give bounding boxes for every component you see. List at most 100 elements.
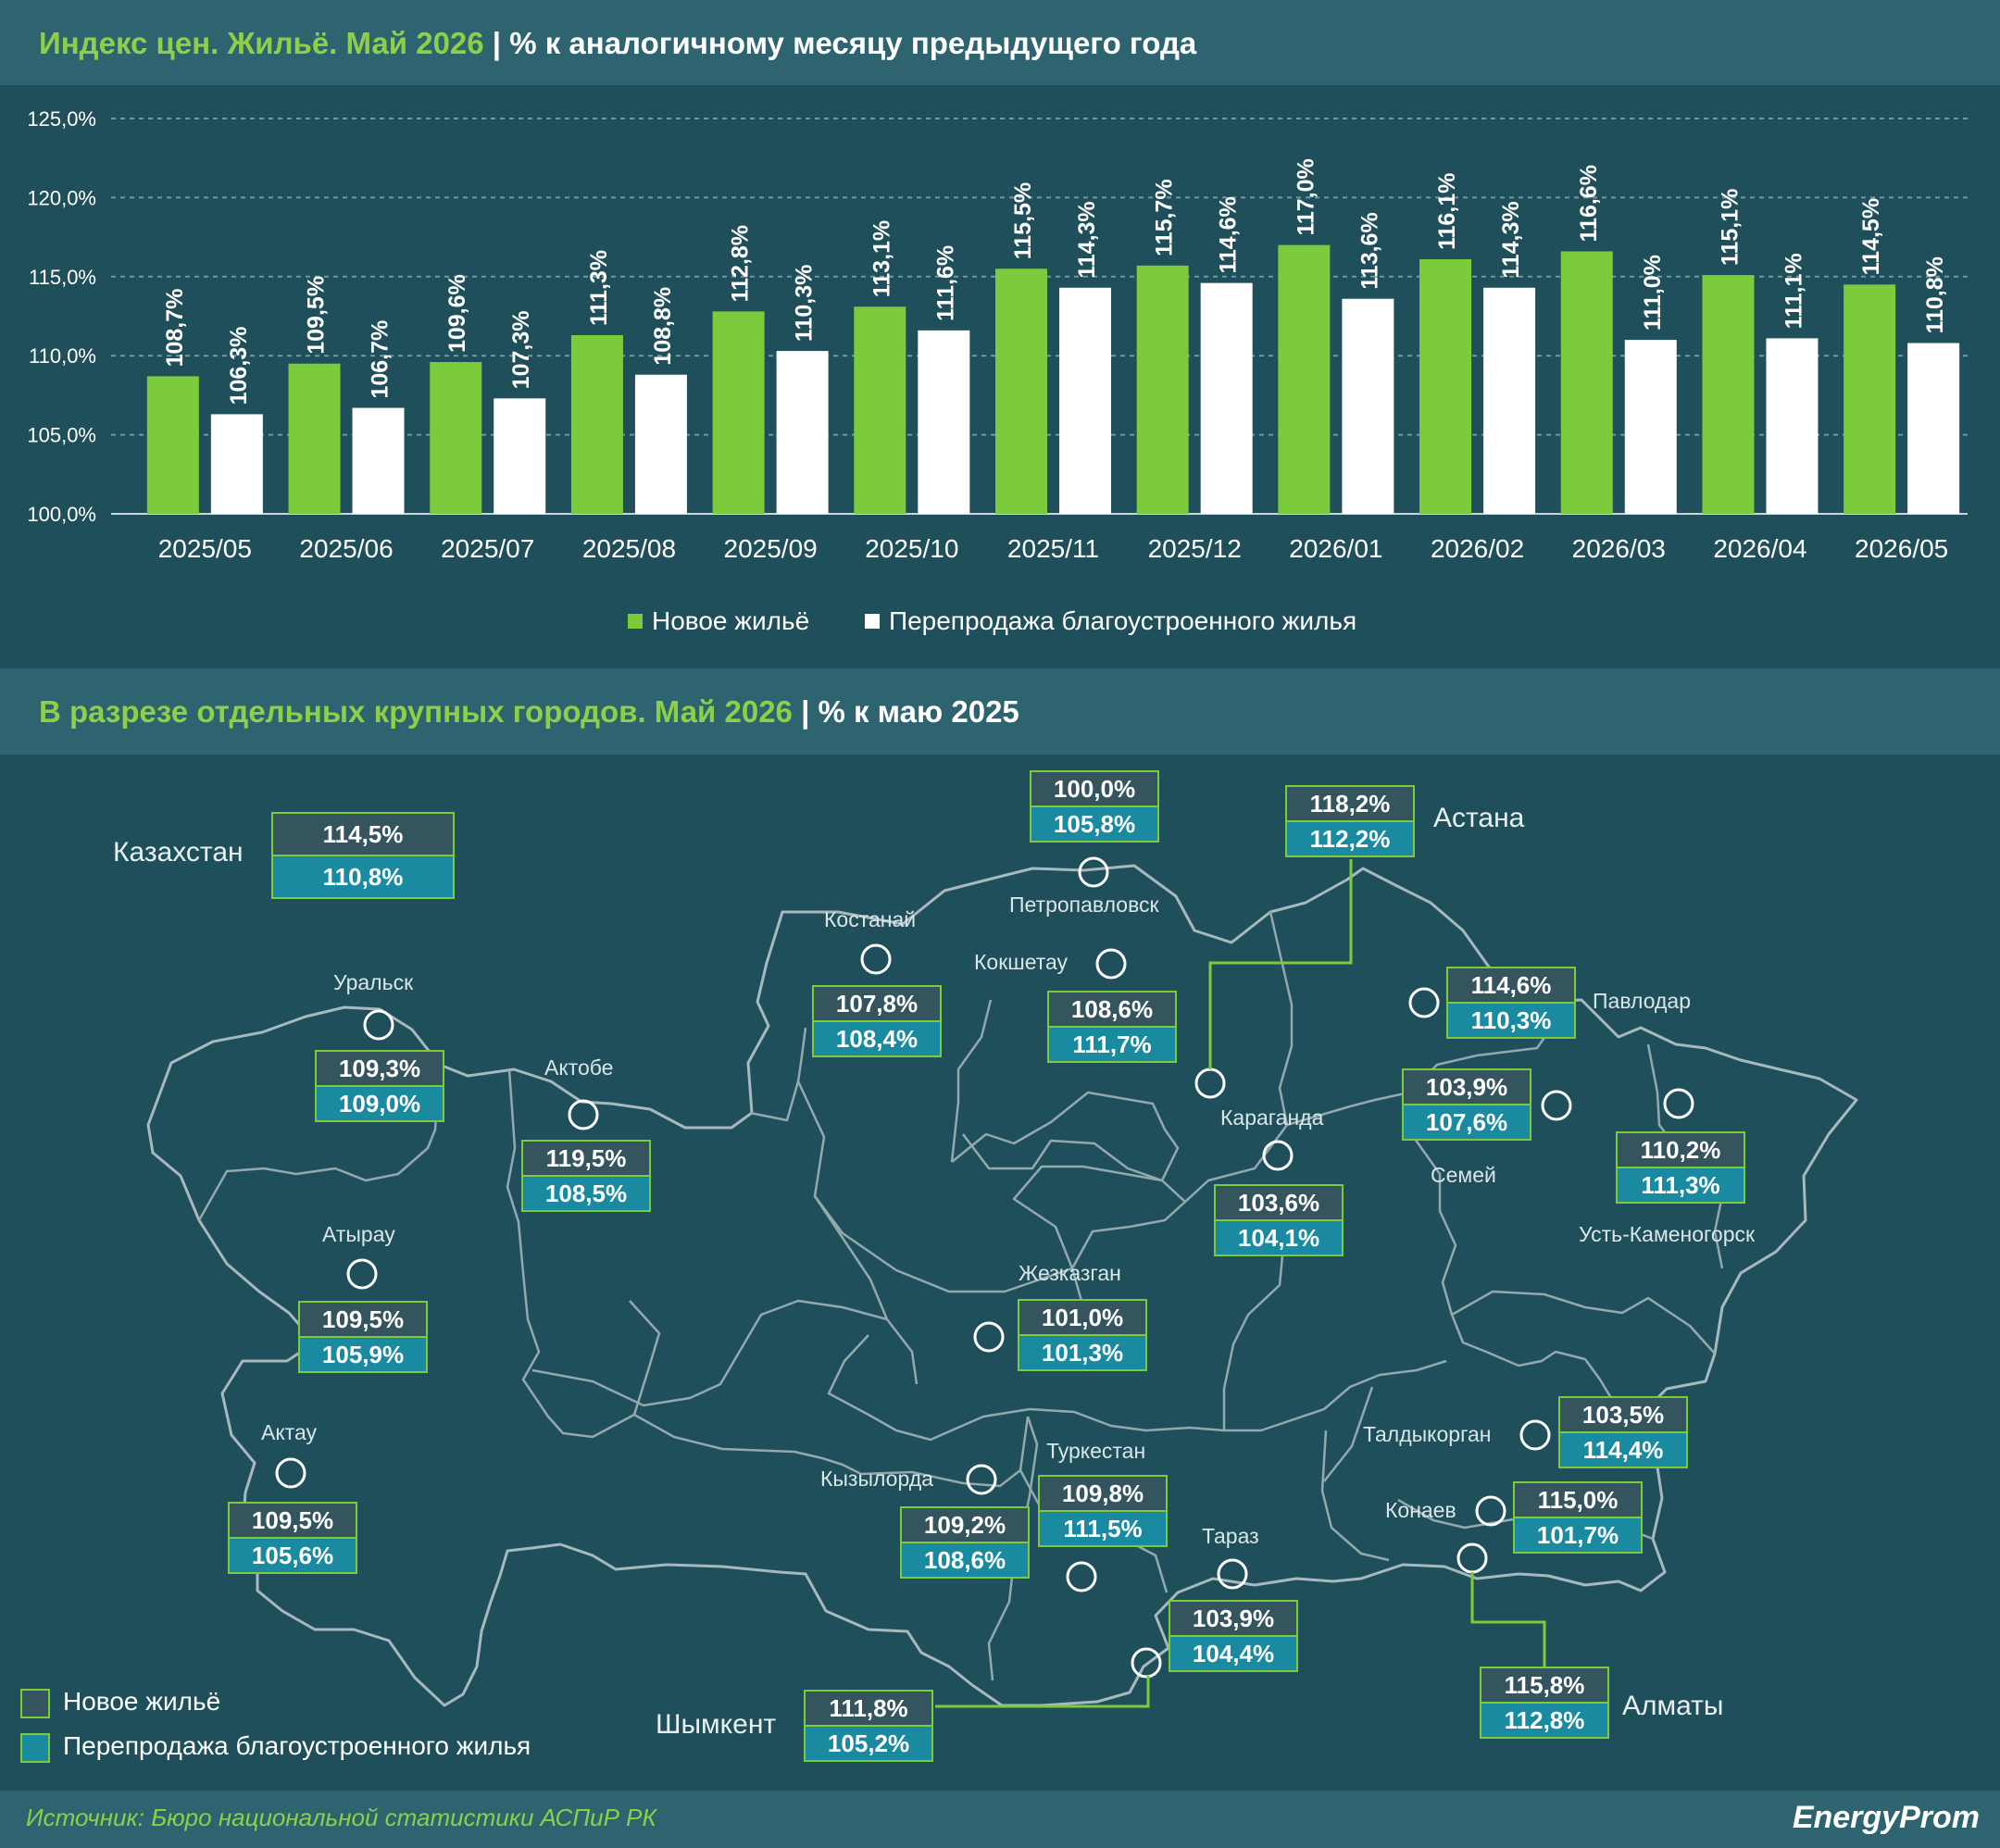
marker-ust-kamenogorsk (1663, 1088, 1694, 1119)
marker-uralsk (363, 1009, 394, 1041)
marker-atyrau (346, 1258, 378, 1290)
marker-taldykorgan (1519, 1419, 1551, 1451)
chart-title-rest: | % к аналогичному месяцу предыдущего го… (483, 26, 1197, 60)
value-resale-karaganda: 104,1% (1214, 1221, 1344, 1256)
bar-resale (352, 407, 405, 514)
value-resale-ust-kamenogorsk: 111,3% (1616, 1168, 1745, 1204)
box-turkestan: 109,8% 111,5% (1038, 1475, 1168, 1547)
value-resale-pavlodar: 110,3% (1446, 1004, 1576, 1039)
y-tick-label: 100,0% (27, 503, 96, 526)
bar-new (1136, 265, 1189, 514)
value-resale-konaev: 101,7% (1513, 1518, 1643, 1554)
marker-karaganda (1262, 1140, 1294, 1171)
data-label-resale: 114,3% (1074, 201, 1100, 278)
box-kokshetau: 108,6% 111,7% (1047, 991, 1177, 1063)
bar-new (1560, 251, 1613, 514)
data-label-resale: 106,7% (368, 320, 394, 399)
value-new-konaev: 115,0% (1513, 1481, 1643, 1518)
data-label-resale: 110,8% (1922, 256, 1948, 333)
value-resale-zhezkazgan: 101,3% (1018, 1336, 1147, 1371)
map-title: В разрезе отдельных крупных городов. Май… (39, 694, 1019, 730)
leader-lines (935, 859, 1546, 1708)
y-tick-label: 115,0% (29, 266, 96, 289)
label-ust-kamenogorsk: Усть-Каменогорск (1579, 1222, 1756, 1246)
legend-item-new: Новое жильё (628, 606, 809, 635)
map-legend-swatch-resale (20, 1732, 50, 1763)
bar-resale (1624, 340, 1677, 514)
kazakhstan-map (146, 856, 1858, 1708)
value-resale-astana: 112,2% (1285, 822, 1415, 857)
bar-resale (210, 414, 263, 514)
bar-new (1419, 259, 1472, 514)
value-new-kyzylorda: 109,2% (900, 1506, 1030, 1543)
box-shymkent: 111,8% 105,2% (804, 1690, 933, 1762)
data-label-resale: 107,3% (508, 311, 534, 390)
data-label-new: 115,1% (1717, 189, 1743, 266)
leader-almaty (1470, 1572, 1546, 1667)
box-taldykorgan: 103,5% 114,4% (1558, 1396, 1688, 1468)
chart-title-accent: Индекс цен. Жильё. Май 2026 (39, 26, 484, 60)
data-label-resale: 114,3% (1498, 201, 1524, 278)
value-new-aktau: 109,5% (228, 1502, 357, 1539)
leader-astana (1208, 859, 1353, 1069)
bar-resale (1059, 287, 1111, 514)
data-label-new: 109,5% (304, 276, 330, 355)
box-kostanay: 107,8% 108,4% (812, 985, 942, 1057)
bar-resale (1766, 338, 1819, 514)
value-new-kostanay: 107,8% (812, 985, 942, 1022)
y-tick-label: 125,0% (27, 107, 96, 131)
data-label-resale: 110,3% (792, 265, 818, 342)
x-tick-label: 2025/06 (299, 534, 393, 563)
bar-new (146, 376, 199, 514)
box-konaev: 115,0% 101,7% (1513, 1481, 1643, 1554)
chart-legend: Новое жильё Перепродажа благоустроенного… (628, 606, 1405, 636)
label-atyrau: Атырау (322, 1222, 395, 1246)
x-tick-label: 2026/03 (1572, 534, 1666, 563)
label-kostanay: Костанай (824, 907, 917, 931)
box-uralsk: 109,3% 109,0% (315, 1050, 444, 1122)
value-new-pavlodar: 114,6% (1446, 967, 1576, 1004)
value-new-petropavlovsk: 100,0% (1030, 770, 1159, 807)
map-legend-label-new: Новое жильё (63, 1687, 221, 1716)
energyprom-logo: EnergyProm (1792, 1800, 1980, 1835)
marker-almaty (1456, 1542, 1488, 1574)
map-legend-new: Новое жильё (20, 1687, 220, 1718)
data-label-new: 116,6% (1576, 165, 1602, 242)
value-new-zhezkazgan: 101,0% (1018, 1299, 1147, 1336)
marker-pavlodar (1408, 987, 1440, 1018)
bar-resale (1483, 287, 1536, 514)
y-tick-label: 110,0% (29, 344, 96, 368)
map-legend-resale: Перепродажа благоустроенного жилья (20, 1731, 531, 1763)
label-kokshetau: Кокшетау (974, 950, 1069, 974)
bar-new (1702, 275, 1755, 514)
legend-label-resale: Перепродажа благоустроенного жилья (888, 606, 1357, 635)
bar-resale (776, 351, 829, 514)
value-resale-kazakhstan: 110,8% (271, 856, 455, 899)
bar-new (854, 306, 906, 514)
data-label-new: 113,1% (869, 220, 894, 297)
map-header-band: В разрезе отдельных крупных городов. Май… (0, 668, 2000, 755)
x-tick-label: 2025/11 (1007, 534, 1099, 563)
data-label-new: 112,8% (728, 225, 754, 302)
box-astana: 118,2% 112,2% (1285, 785, 1415, 857)
data-label-resale: 111,1% (1781, 253, 1806, 329)
value-new-karaganda: 103,6% (1214, 1184, 1344, 1221)
data-label-resale: 108,8% (650, 287, 676, 366)
bar-resale (1907, 343, 1960, 514)
box-petropavlovsk: 100,0% 105,8% (1030, 770, 1159, 843)
bar-new (1844, 284, 1896, 514)
box-pavlodar: 114,6% 110,3% (1446, 967, 1576, 1039)
map-title-rest: | % к маю 2025 (792, 694, 1019, 729)
label-kyzylorda: Кызылорда (820, 1467, 933, 1491)
x-tick-label: 2025/09 (724, 534, 818, 563)
marker-astana (1194, 1068, 1226, 1099)
label-pavlodar: Павлодар (1593, 989, 1691, 1013)
label-taraz: Тараз (1202, 1524, 1259, 1548)
marker-shymkent (1131, 1647, 1162, 1679)
value-resale-aktau: 105,6% (228, 1539, 357, 1574)
value-resale-semey: 107,6% (1402, 1105, 1531, 1141)
value-resale-atyrau: 105,9% (298, 1338, 428, 1373)
value-new-atyrau: 109,5% (298, 1301, 428, 1338)
data-label-resale: 106,3% (226, 327, 252, 406)
x-tick-label: 2026/02 (1431, 534, 1524, 563)
